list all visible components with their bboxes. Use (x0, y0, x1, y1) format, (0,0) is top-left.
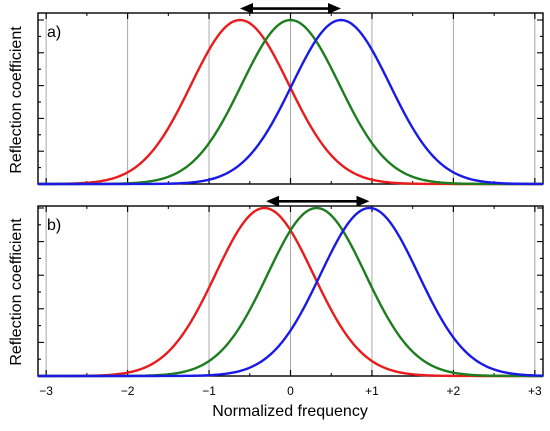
panel-a-grid (45, 13, 536, 184)
panel-a-shift-arrow (240, 3, 341, 15)
shift-arrow-head-right (356, 195, 370, 207)
x-tick-label: +2 (447, 384, 461, 398)
x-tick-label: −1 (202, 384, 216, 398)
x-tick-label: −3 (39, 384, 53, 398)
panel-a-label: a) (47, 24, 61, 41)
series-line-2 (38, 206, 544, 378)
x-tick-label: +1 (365, 384, 379, 398)
shift-arrow-head-left (266, 195, 280, 207)
x-axis-label: Normalized frequency (212, 403, 368, 420)
shift-arrow-head-right (328, 3, 341, 15)
panel-b-curves (38, 206, 544, 378)
x-tick-label: 0 (287, 384, 294, 398)
panel-b-label: b) (47, 217, 61, 234)
y-axis-label-b: Reflection coefficient (8, 218, 25, 366)
series-line-2 (38, 18, 544, 186)
panel-a: a) (37, 3, 544, 186)
panel-a-curves (37, 18, 544, 186)
shift-arrow-head-left (240, 3, 253, 15)
x-tick-labels: −3 −2 −1 0 +1 +2 +3 (39, 384, 542, 398)
y-axis-label-a: Reflection coefficient (8, 26, 25, 174)
x-tick-label: −2 (121, 384, 135, 398)
panel-b-grid (45, 206, 536, 376)
panel-b-shift-arrow (266, 195, 370, 207)
panel-b: b) −3 −2 −1 0 +1 +2 +3 (37, 195, 544, 398)
x-tick-label: +3 (528, 384, 542, 398)
